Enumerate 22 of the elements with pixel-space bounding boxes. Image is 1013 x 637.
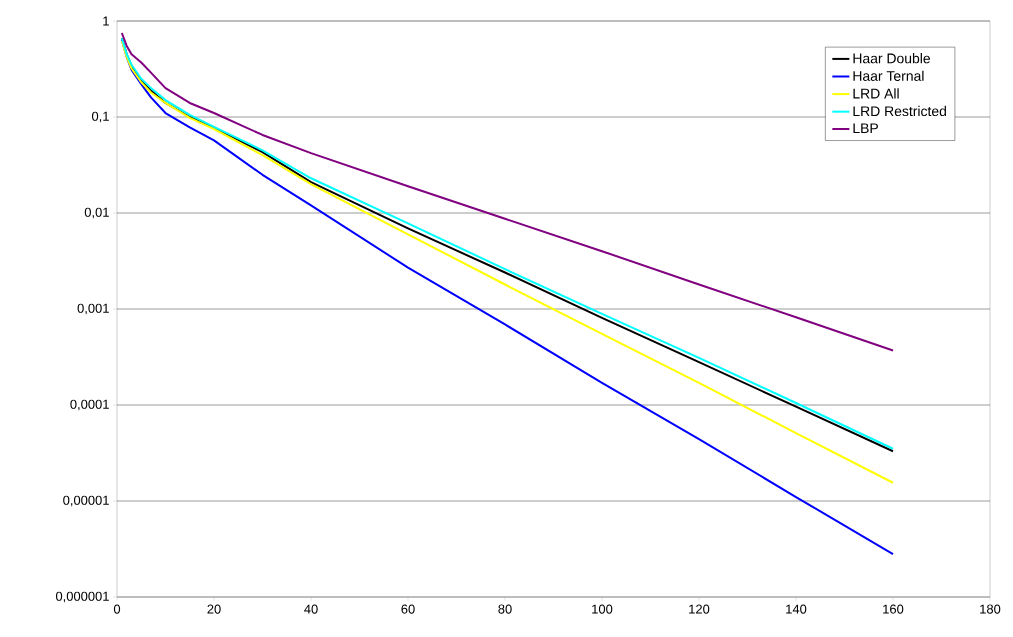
y-tick-label: 0,001 bbox=[77, 303, 109, 315]
x-tick-label: 120 bbox=[689, 604, 710, 614]
x-tick-label: 160 bbox=[883, 604, 904, 614]
y-tick-label: 1 bbox=[103, 16, 109, 26]
x-tick-label: 180 bbox=[980, 604, 1001, 614]
x-tick-label: 40 bbox=[304, 604, 318, 614]
legend-label: Haar Ternal bbox=[853, 70, 924, 81]
y-tick-label: 0,1 bbox=[91, 111, 109, 123]
legend-label: LBP bbox=[853, 123, 878, 134]
legend-label: LRD All bbox=[853, 88, 899, 99]
y-tick-label: 0,01 bbox=[84, 207, 109, 219]
y-tick-label: 0,00001 bbox=[63, 495, 109, 507]
y-tick-label: 0,000001 bbox=[55, 591, 109, 603]
y-tick-label: 0,0001 bbox=[70, 399, 109, 411]
x-tick-label: 140 bbox=[786, 604, 807, 614]
legend-label: Haar Double bbox=[853, 53, 930, 64]
x-tick-label: 0 bbox=[113, 604, 121, 614]
x-tick-label: 20 bbox=[207, 604, 221, 614]
legend-label: LRD Restricted bbox=[853, 105, 946, 117]
x-tick-label: 80 bbox=[498, 604, 512, 614]
x-tick-label: 100 bbox=[592, 604, 613, 614]
x-tick-label: 60 bbox=[401, 604, 415, 614]
